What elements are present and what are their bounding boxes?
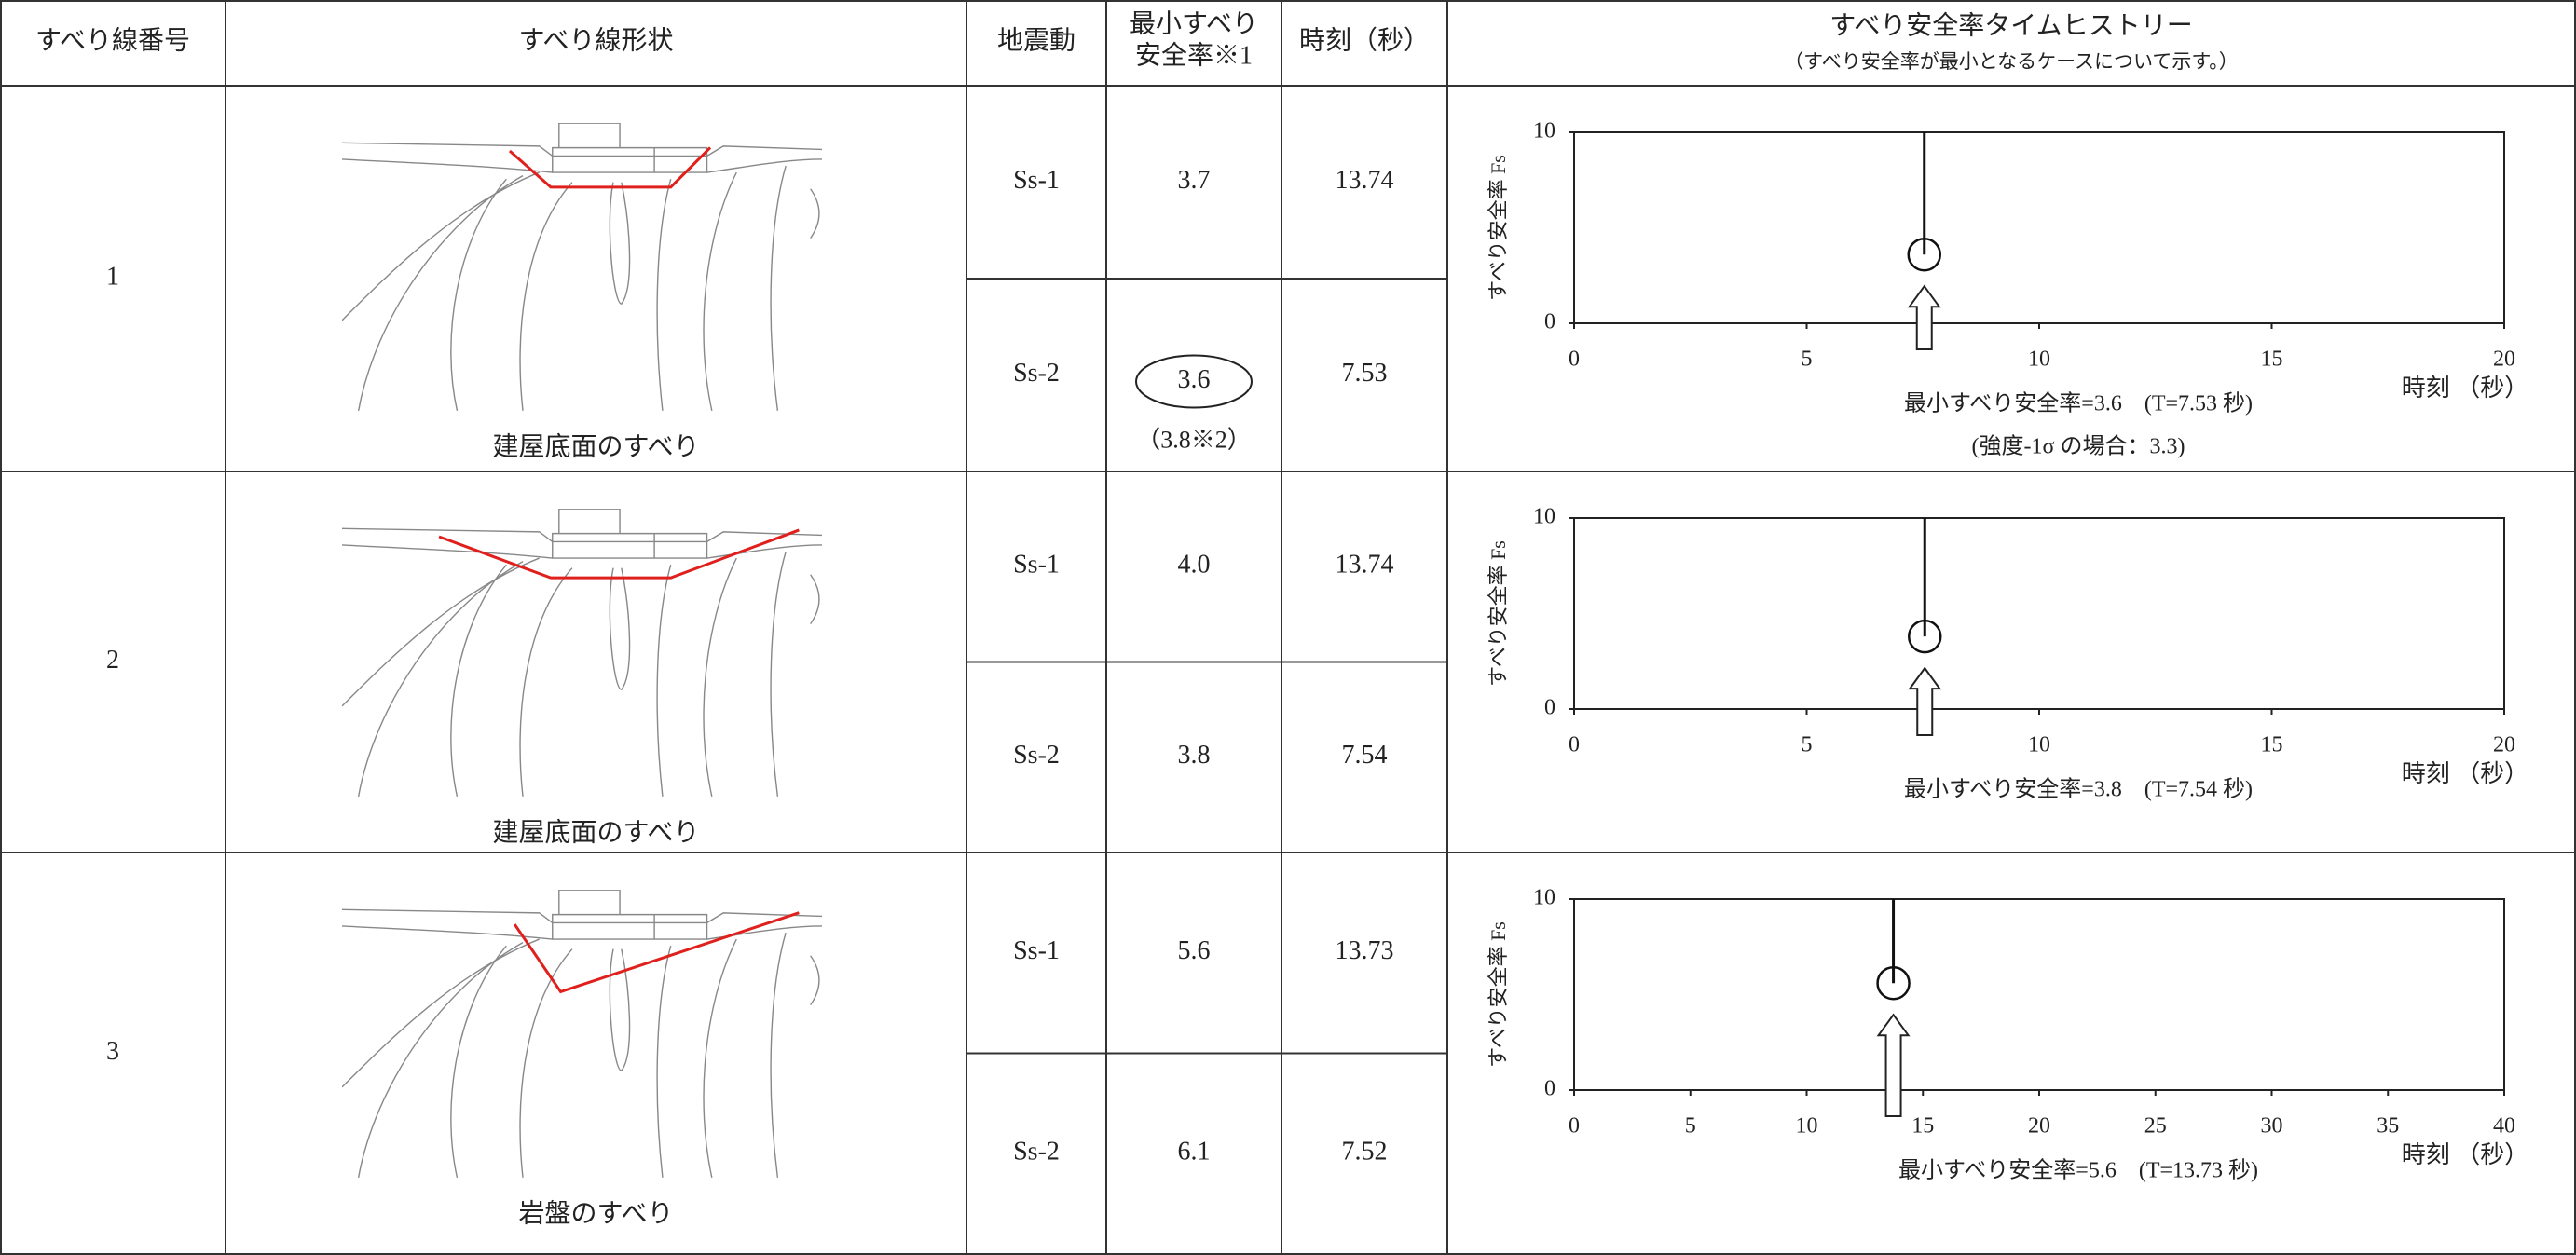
slip-line	[438, 528, 800, 580]
motion: Ss-2	[1013, 359, 1060, 388]
min-highlight	[1135, 354, 1253, 409]
slip-section-drawing	[342, 509, 822, 797]
row-number: 1	[106, 262, 119, 291]
header-cell: 最小すべり	[1130, 9, 1258, 38]
time: 7.52	[1342, 1138, 1388, 1166]
y-tick-label: 0	[1544, 310, 1555, 334]
shape-caption: 建屋底面のすべり	[492, 817, 699, 847]
annotation: 最小すべり安全率=3.6 (T=7.53 秒)	[1904, 391, 2253, 416]
x-tick-label: 15	[2261, 733, 2283, 757]
x-tick-label: 5	[1802, 733, 1813, 757]
min-arrow	[1907, 284, 1941, 350]
time: 7.53	[1342, 359, 1388, 388]
y-tick-label: 0	[1544, 1077, 1555, 1101]
plot-frame	[1573, 898, 2505, 1091]
x-tick-label: 10	[2028, 733, 2050, 757]
y-tick-label: 10	[1533, 886, 1555, 910]
motion: Ss-2	[1013, 1138, 1060, 1166]
y-tick-label: 10	[1533, 119, 1555, 143]
header-cell: すべり線形状	[518, 25, 673, 55]
x-axis-label: 時刻 （秒）	[2402, 1141, 2529, 1168]
x-tick-label: 0	[1569, 1114, 1580, 1139]
min-point	[1907, 237, 1941, 272]
row-number: 2	[106, 646, 119, 675]
header-cell: 安全率※1	[1135, 40, 1253, 70]
slip-line	[513, 911, 800, 994]
min-point	[1876, 965, 1911, 1001]
min-fs: 3.7	[1178, 166, 1211, 195]
x-tick-label: 15	[2261, 348, 2283, 372]
x-tick-label: 20	[2028, 1114, 2050, 1139]
slip-section-drawing	[342, 890, 822, 1178]
min-fs: 3.8	[1178, 741, 1211, 770]
x-tick-label: 5	[1685, 1114, 1696, 1139]
min-point	[1907, 619, 1942, 654]
shape-caption: 建屋底面のすべり	[492, 431, 699, 461]
fs-note: （3.8※2）	[1136, 426, 1252, 453]
min-fs: 4.0	[1178, 551, 1211, 580]
x-tick-label: 20	[2493, 348, 2515, 372]
min-arrow	[1908, 666, 1942, 736]
header-cell: すべり線番号	[35, 25, 190, 55]
motion: Ss-1	[1013, 936, 1060, 965]
motion: Ss-2	[1013, 741, 1060, 770]
y-tick-label: 10	[1533, 505, 1555, 529]
slip-line	[508, 146, 712, 189]
min-fs: 6.1	[1178, 1138, 1211, 1166]
x-tick-label: 0	[1569, 733, 1580, 757]
x-axis-label: 時刻 （秒）	[2402, 375, 2529, 402]
y-axis-label: すべり安全率 Fs	[1487, 155, 1510, 301]
plot-frame	[1573, 131, 2505, 324]
annotation: 最小すべり安全率=3.8 (T=7.54 秒)	[1904, 777, 2253, 802]
x-tick-label: 30	[2261, 1114, 2283, 1139]
motion: Ss-1	[1013, 166, 1060, 195]
row-number: 3	[106, 1037, 119, 1066]
min-fs: 5.6	[1178, 936, 1211, 965]
time: 7.54	[1342, 741, 1388, 770]
y-axis-label: すべり安全率 Fs	[1487, 540, 1510, 687]
x-tick-label: 40	[2493, 1114, 2515, 1139]
header-cell: すべり安全率タイムヒストリー	[1829, 10, 2192, 40]
header-cell: 地震動	[997, 25, 1076, 55]
min-arrow	[1876, 1013, 1911, 1117]
x-tick-label: 0	[1569, 348, 1580, 372]
x-tick-label: 15	[1911, 1114, 1934, 1139]
x-tick-label: 5	[1802, 348, 1813, 372]
plot-frame	[1573, 517, 2505, 710]
x-tick-label: 25	[2144, 1114, 2167, 1139]
min-fs: 3.6	[1178, 365, 1211, 394]
y-tick-label: 0	[1544, 696, 1555, 720]
slip-section-drawing	[342, 123, 822, 411]
time: 13.74	[1336, 551, 1394, 580]
x-tick-label: 20	[2493, 733, 2515, 757]
annotation: (強度-1σ の場合：3.3)	[1972, 434, 2185, 459]
y-axis-label: すべり安全率 Fs	[1487, 921, 1510, 1068]
annotation: 最小すべり安全率=5.6 (T=13.73 秒)	[1898, 1158, 2258, 1183]
time: 13.74	[1336, 166, 1394, 195]
header-cell: 時刻（秒）	[1299, 25, 1430, 55]
time: 13.73	[1336, 936, 1394, 965]
x-axis-label: 時刻 （秒）	[2402, 760, 2529, 787]
header-cell: （すべり安全率が最小となるケースについて示す。）	[1784, 50, 2239, 73]
motion: Ss-1	[1013, 551, 1060, 580]
x-tick-label: 10	[2028, 348, 2050, 372]
shape-caption: 岩盤のすべり	[518, 1198, 673, 1228]
x-tick-label: 35	[2377, 1114, 2399, 1139]
x-tick-label: 10	[1796, 1114, 1818, 1139]
